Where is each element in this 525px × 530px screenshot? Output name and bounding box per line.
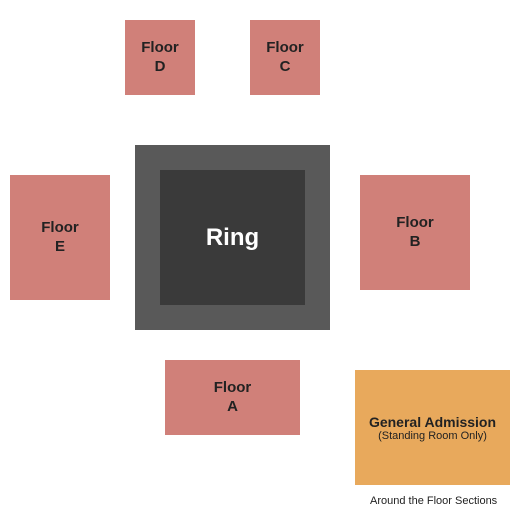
section-label: FloorC: [266, 39, 304, 77]
ring-inner: Ring: [160, 170, 305, 305]
floor-section-d: FloorD: [125, 20, 195, 95]
caption-text: Around the Floor Sections: [370, 495, 497, 507]
ga-subtitle: (Standing Room Only): [378, 430, 487, 442]
section-label: FloorE: [41, 219, 79, 257]
seating-chart: Ring FloorA FloorB FloorC FloorD FloorE …: [0, 0, 525, 530]
section-label: FloorB: [396, 214, 434, 252]
ring-label: Ring: [206, 224, 259, 252]
floor-section-a: FloorA: [165, 360, 300, 435]
floor-section-c: FloorC: [250, 20, 320, 95]
floor-section-b: FloorB: [360, 175, 470, 290]
floor-section-e: FloorE: [10, 175, 110, 300]
section-label: FloorA: [214, 379, 252, 417]
section-label: FloorD: [141, 39, 179, 77]
ga-title: General Admission: [369, 414, 496, 430]
general-admission-section: General Admission (Standing Room Only): [355, 370, 510, 485]
